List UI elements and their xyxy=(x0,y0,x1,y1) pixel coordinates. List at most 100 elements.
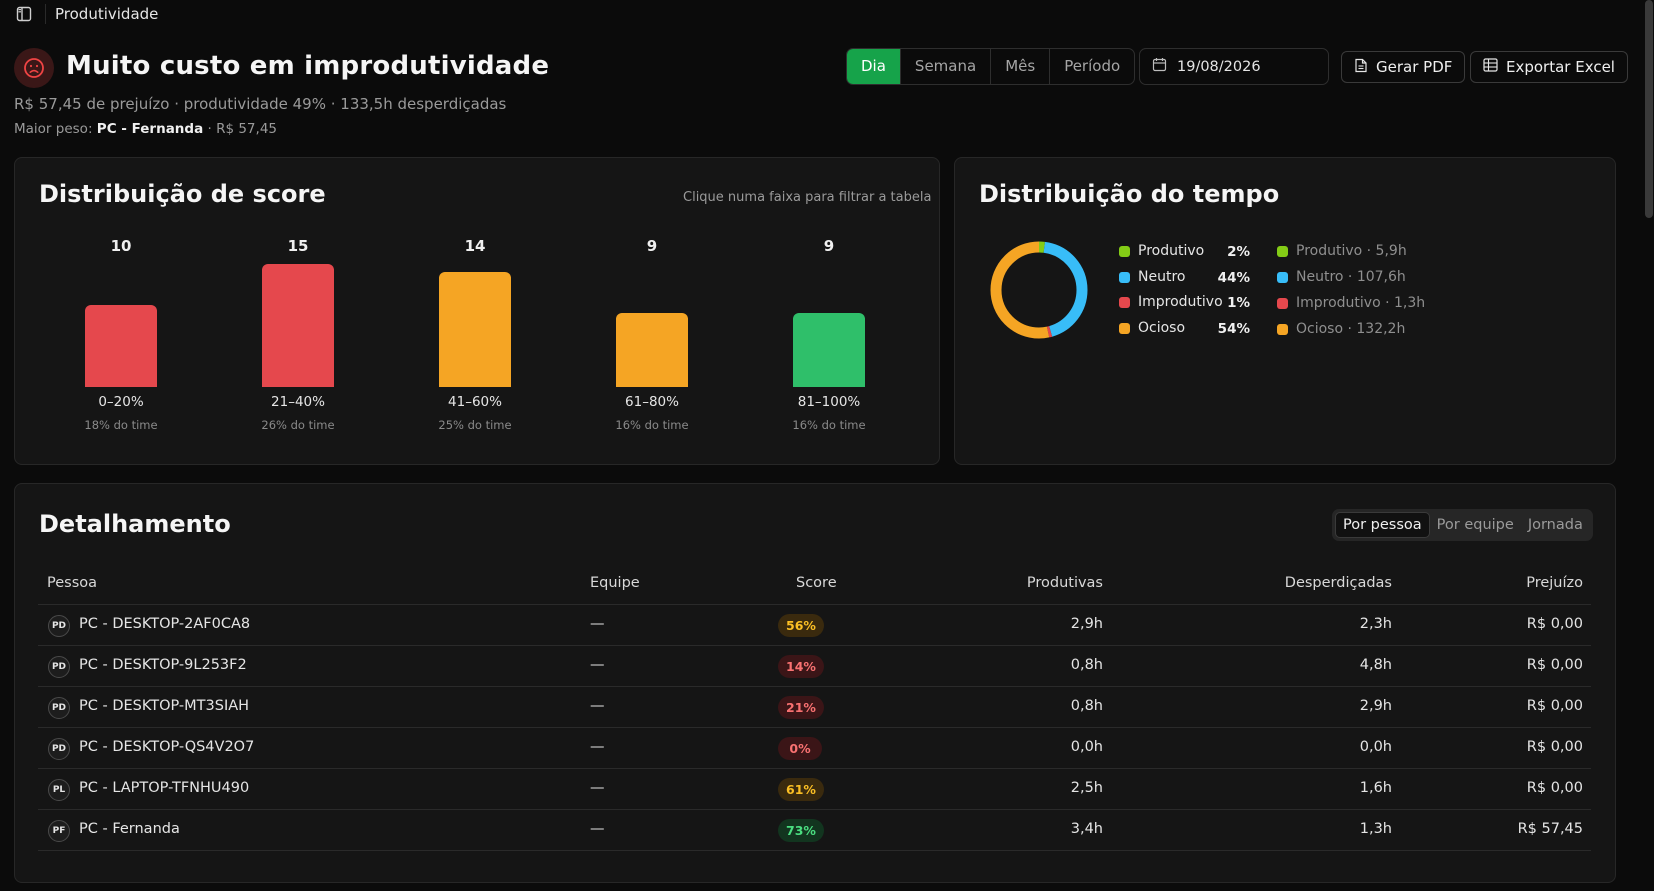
loss-value: R$ 57,45 xyxy=(1517,821,1583,837)
legend-hours-produtivo: Produtivo · 5,9h xyxy=(1277,243,1407,259)
sidebar-toggle-icon[interactable] xyxy=(14,5,34,23)
avatar: PD xyxy=(48,738,70,760)
bar-range-label: 41–60% xyxy=(448,394,502,410)
table-row[interactable]: PD PC - DESKTOP-9L253F2 — 14% 0,8h 4,8h R$ 0,0… xyxy=(38,645,1591,686)
page-scrollbar[interactable] xyxy=(1644,0,1654,862)
legend-pct: 2% xyxy=(1227,244,1250,260)
score-badge: 73% xyxy=(778,819,824,842)
legend-label: Improdutivo xyxy=(1138,294,1223,310)
generate-pdf-button[interactable]: Gerar PDF xyxy=(1341,51,1466,83)
productive-hours: 2,5h xyxy=(1070,780,1103,796)
team-value: — xyxy=(590,780,605,796)
top-offender-value: · R$ 57,45 xyxy=(207,121,278,137)
tab-jornada[interactable]: Jornada xyxy=(1527,517,1583,533)
legend-pct: 1% xyxy=(1227,295,1250,311)
legend-hours-neutro: Neutro · 107,6h xyxy=(1277,269,1406,285)
legend-label: Ocioso xyxy=(1138,320,1186,336)
legend-ocioso: Ocioso xyxy=(1119,320,1185,336)
loss-value: R$ 0,00 xyxy=(1526,616,1583,632)
score-bar[interactable] xyxy=(793,313,865,387)
avatar: PF xyxy=(48,820,70,842)
legend-neutro: Neutro xyxy=(1119,269,1185,285)
detail-view-tabs: Por pessoa Por equipe Jornada xyxy=(1332,509,1593,541)
score-bar[interactable] xyxy=(85,305,157,387)
team-value: — xyxy=(590,616,605,632)
legend-dot xyxy=(1119,296,1130,308)
bar-share-label: 16% do time xyxy=(615,418,689,432)
period-day-button[interactable]: Dia xyxy=(847,49,900,84)
avatar: PD xyxy=(48,615,70,637)
bar-share-label: 26% do time xyxy=(261,418,335,432)
bar-range-label: 81–100% xyxy=(797,394,861,410)
legend-hours-label: Neutro · 107,6h xyxy=(1296,269,1406,285)
legend-hours-improdutivo: Improdutivo · 1,3h xyxy=(1277,295,1425,311)
column-header-produtivas[interactable]: Produtivas xyxy=(1026,575,1103,591)
generate-pdf-label: Gerar PDF xyxy=(1376,58,1453,76)
period-range-button[interactable]: Período xyxy=(1049,49,1134,84)
table-row[interactable]: PL PC - LAPTOP-TFNHU490 — 61% 2,5h 1,6h R$ 0,0… xyxy=(38,768,1591,809)
legend-pct: 44% xyxy=(1217,270,1250,286)
column-header-desperdicadas[interactable]: Desperdiçadas xyxy=(1284,575,1392,591)
legend-dot xyxy=(1277,245,1288,257)
top-offender-name: PC - Fernanda xyxy=(96,121,204,137)
score-bar[interactable] xyxy=(439,272,511,387)
bar-range-label: 21–40% xyxy=(271,394,325,410)
topbar-divider xyxy=(45,4,46,24)
export-excel-button[interactable]: Exportar Excel xyxy=(1470,51,1628,83)
productive-hours: 3,4h xyxy=(1070,821,1103,837)
legend-dot xyxy=(1277,271,1288,283)
bar-share-label: 18% do time xyxy=(84,418,158,432)
legend-dot xyxy=(1119,271,1130,283)
score-bar[interactable] xyxy=(616,313,688,387)
score-distribution-card: Distribuição de score Clique numa faixa … xyxy=(14,157,940,465)
donut-slice-ocioso xyxy=(990,241,1088,339)
scrollbar-thumb[interactable] xyxy=(1645,0,1653,218)
productive-hours: 2,9h xyxy=(1070,616,1103,632)
table-row[interactable]: PF PC - Fernanda — 73% 3,4h 1,3h R$ 57,45 xyxy=(38,809,1591,850)
legend-hours-label: Produtivo · 5,9h xyxy=(1296,243,1407,259)
productive-hours: 0,8h xyxy=(1070,698,1103,714)
tab-por-pessoa[interactable]: Por pessoa xyxy=(1335,512,1430,538)
detail-card: Detalhamento xyxy=(14,483,1616,883)
legend-pct: 54% xyxy=(1217,321,1250,337)
column-header-score[interactable]: Score xyxy=(796,575,837,591)
loss-value: R$ 0,00 xyxy=(1526,657,1583,673)
wasted-hours: 4,8h xyxy=(1359,657,1392,673)
tab-por-equipe[interactable]: Por equipe xyxy=(1436,517,1514,533)
time-distribution-card: Distribuição do tempo Produtivo 2% Neutr… xyxy=(954,157,1616,465)
legend-dot xyxy=(1119,322,1130,334)
person-name: PC - LAPTOP-TFNHU490 xyxy=(79,780,250,796)
bar-count-label: 14 xyxy=(464,237,486,255)
column-header-equipe[interactable]: Equipe xyxy=(590,575,640,591)
top-offender-label: Maior peso: xyxy=(14,121,93,137)
column-header-pessoa[interactable]: Pessoa xyxy=(47,575,98,591)
team-value: — xyxy=(590,698,605,714)
team-value: — xyxy=(590,739,605,755)
bar-share-label: 25% do time xyxy=(438,418,512,432)
wasted-hours: 2,3h xyxy=(1359,616,1392,632)
date-value: 19/08/2026 xyxy=(1177,58,1261,75)
export-excel-label: Exportar Excel xyxy=(1506,58,1615,76)
person-name: PC - DESKTOP-2AF0CA8 xyxy=(79,616,251,632)
wasted-hours: 1,6h xyxy=(1359,780,1392,796)
score-badge: 56% xyxy=(778,614,824,637)
sad-face-icon xyxy=(14,48,54,88)
table-row[interactable]: PD PC - DESKTOP-MT3SIAH — 21% 0,8h 2,9h R$ 0,0… xyxy=(38,686,1591,727)
column-header-prejuizo[interactable]: Prejuízo xyxy=(1526,575,1583,591)
score-badge: 14% xyxy=(778,655,824,678)
score-bar[interactable] xyxy=(262,264,334,387)
period-month-button[interactable]: Mês xyxy=(990,49,1049,84)
table-row[interactable]: PD PC - DESKTOP-2AF0CA8 — 56% 2,9h 2,3h R$ 0,0… xyxy=(38,604,1591,645)
person-name: PC - DESKTOP-QS4V2O7 xyxy=(79,739,255,755)
detail-title: Detalhamento xyxy=(39,510,231,538)
legend-produtivo: Produtivo xyxy=(1119,243,1204,259)
productive-hours: 0,0h xyxy=(1070,739,1103,755)
wasted-hours: 2,9h xyxy=(1359,698,1392,714)
date-picker[interactable]: 19/08/2026 xyxy=(1139,48,1329,85)
wasted-hours: 0,0h xyxy=(1359,739,1392,755)
score-badge: 0% xyxy=(778,737,822,760)
table-row[interactable]: PD PC - DESKTOP-QS4V2O7 — 0% 0,0h 0,0h R$ 0,00 xyxy=(38,727,1591,768)
period-week-button[interactable]: Semana xyxy=(899,49,990,84)
legend-label: Produtivo xyxy=(1138,243,1205,259)
bar-share-label: 16% do time xyxy=(792,418,866,432)
